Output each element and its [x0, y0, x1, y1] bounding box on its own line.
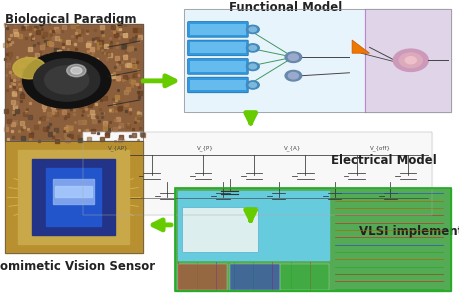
Text: Functional Model: Functional Model	[228, 1, 341, 14]
FancyBboxPatch shape	[190, 79, 246, 91]
Circle shape	[285, 71, 301, 81]
Circle shape	[246, 81, 259, 89]
Text: V_{P}: V_{P}	[196, 145, 213, 151]
Bar	[174, 188, 450, 291]
Bar	[279, 264, 329, 290]
Bar	[18, 150, 129, 244]
Circle shape	[246, 44, 259, 52]
FancyBboxPatch shape	[187, 40, 248, 56]
Bar	[184, 9, 450, 112]
Circle shape	[22, 52, 111, 108]
Polygon shape	[351, 40, 369, 53]
Bar	[174, 188, 450, 291]
Bar	[32, 159, 115, 235]
Bar	[177, 191, 329, 260]
Bar	[5, 141, 142, 253]
Circle shape	[288, 73, 298, 79]
FancyBboxPatch shape	[187, 59, 248, 74]
Text: V_{AP}: V_{AP}	[107, 145, 128, 151]
Bar	[5, 141, 142, 253]
Circle shape	[67, 64, 86, 77]
Circle shape	[249, 27, 256, 32]
Circle shape	[246, 25, 259, 34]
Bar	[5, 24, 142, 141]
Circle shape	[404, 57, 415, 64]
Bar	[53, 179, 94, 204]
Circle shape	[13, 58, 46, 79]
FancyBboxPatch shape	[190, 24, 246, 35]
Bar	[184, 9, 450, 112]
Text: Biomimetic Vision Sensor: Biomimetic Vision Sensor	[0, 260, 155, 273]
Text: Electrical Model: Electrical Model	[330, 154, 436, 167]
Bar	[182, 207, 257, 252]
Bar	[230, 264, 279, 290]
Circle shape	[71, 67, 82, 74]
Text: V_{off}: V_{off}	[369, 145, 390, 151]
Text: VLSI implementation: VLSI implementation	[358, 225, 459, 238]
Circle shape	[398, 53, 421, 68]
Circle shape	[249, 46, 256, 50]
FancyBboxPatch shape	[190, 61, 246, 72]
Circle shape	[249, 83, 256, 87]
Bar	[83, 132, 431, 215]
Bar	[182, 207, 257, 252]
Circle shape	[45, 66, 89, 94]
Bar	[46, 168, 101, 226]
Circle shape	[285, 52, 301, 63]
Bar	[5, 24, 142, 141]
Circle shape	[249, 64, 256, 69]
FancyBboxPatch shape	[190, 42, 246, 54]
Circle shape	[392, 49, 427, 71]
FancyBboxPatch shape	[187, 77, 248, 93]
Bar	[55, 186, 92, 197]
Circle shape	[34, 59, 100, 101]
Text: Biological Paradigm: Biological Paradigm	[5, 13, 136, 26]
Bar	[364, 9, 450, 112]
Bar	[83, 132, 431, 215]
Text: V_{A}: V_{A}	[283, 145, 301, 151]
FancyBboxPatch shape	[187, 22, 248, 37]
Circle shape	[246, 62, 259, 71]
Bar	[177, 264, 227, 290]
Circle shape	[288, 54, 298, 61]
